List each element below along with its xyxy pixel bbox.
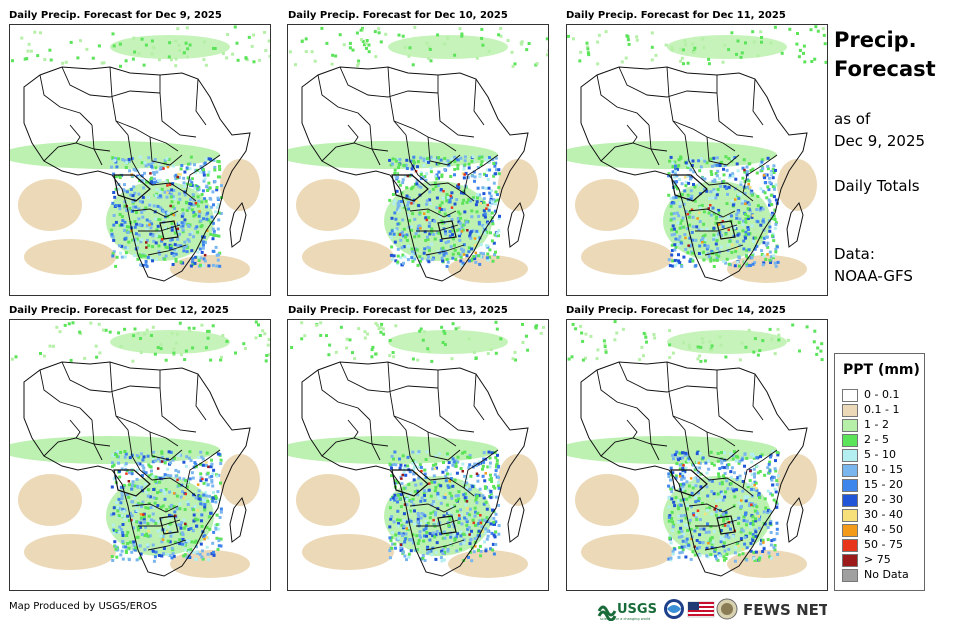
state-dept-seal-icon bbox=[717, 599, 737, 619]
legend-label: 1 - 2 bbox=[864, 418, 889, 431]
usgs-wordmark: USGS bbox=[617, 602, 657, 617]
logo-strip: USGS science for a changing world FEWS N… bbox=[597, 597, 827, 621]
map-panel-dec-9 bbox=[9, 24, 271, 296]
legend-swatch bbox=[842, 434, 858, 447]
legend-label: 20 - 30 bbox=[864, 493, 903, 506]
africa-precip-map bbox=[288, 320, 548, 590]
data-source-value: NOAA-GFS bbox=[834, 265, 913, 287]
legend-label: 5 - 10 bbox=[864, 448, 896, 461]
panel-title-dec-13: Daily Precip. Forecast for Dec 13, 2025 bbox=[288, 305, 508, 316]
daily-totals-label: Daily Totals bbox=[834, 175, 920, 197]
us-flag-icon bbox=[688, 602, 714, 617]
africa-precip-map bbox=[10, 320, 270, 590]
panel-title-dec-9: Daily Precip. Forecast for Dec 9, 2025 bbox=[9, 10, 222, 21]
as-of-label: as of bbox=[834, 108, 925, 130]
legend-swatch bbox=[842, 554, 858, 567]
map-panel-dec-12 bbox=[9, 319, 271, 591]
precip-legend: PPT (mm) 0 - 0.1 0.1 - 1 1 - 2 2 - 5 5 - 10 1… bbox=[834, 353, 925, 591]
as-of-date: as of Dec 9, 2025 bbox=[834, 108, 925, 152]
data-source-label: Data: bbox=[834, 243, 913, 265]
legend-label: > 75 bbox=[864, 553, 891, 566]
usgs-logo: USGS science for a changing world bbox=[599, 602, 657, 621]
legend-label: 10 - 15 bbox=[864, 463, 903, 476]
legend-swatch bbox=[842, 494, 858, 507]
legend-label: 0 - 0.1 bbox=[864, 388, 899, 401]
panel-title-dec-14: Daily Precip. Forecast for Dec 14, 2025 bbox=[566, 305, 786, 316]
map-panel-dec-14 bbox=[566, 319, 828, 591]
legend-label: 50 - 75 bbox=[864, 538, 903, 551]
panel-title-dec-12: Daily Precip. Forecast for Dec 12, 2025 bbox=[9, 305, 229, 316]
noaa-logo bbox=[664, 599, 684, 619]
africa-precip-map bbox=[288, 25, 548, 295]
legend-swatch bbox=[842, 509, 858, 522]
legend-label: 0.1 - 1 bbox=[864, 403, 899, 416]
legend-swatch bbox=[842, 404, 858, 417]
data-source: Data: NOAA-GFS bbox=[834, 243, 913, 287]
map-panel-dec-11 bbox=[566, 24, 828, 296]
legend-swatch bbox=[842, 389, 858, 402]
forecast-title-line1: Precip. bbox=[834, 26, 936, 55]
legend-swatch bbox=[842, 419, 858, 432]
forecast-title: Precip. Forecast bbox=[834, 26, 936, 84]
map-credit: Map Produced by USGS/EROS bbox=[9, 601, 157, 612]
panel-title-dec-10: Daily Precip. Forecast for Dec 10, 2025 bbox=[288, 10, 508, 21]
legend-title: PPT (mm) bbox=[843, 362, 920, 378]
forecast-title-line2: Forecast bbox=[834, 55, 936, 84]
africa-precip-map bbox=[10, 25, 270, 295]
legend-swatch bbox=[842, 464, 858, 477]
africa-precip-map bbox=[567, 320, 827, 590]
legend-swatch bbox=[842, 539, 858, 552]
legend-label: 30 - 40 bbox=[864, 508, 903, 521]
fews-net-wordmark: FEWS NET bbox=[743, 601, 827, 619]
legend-label: No Data bbox=[864, 568, 909, 581]
map-panel-dec-13 bbox=[287, 319, 549, 591]
legend-label: 15 - 20 bbox=[864, 478, 903, 491]
africa-precip-map bbox=[567, 25, 827, 295]
panel-title-dec-11: Daily Precip. Forecast for Dec 11, 2025 bbox=[566, 10, 786, 21]
legend-label: 40 - 50 bbox=[864, 523, 903, 536]
legend-label: 2 - 5 bbox=[864, 433, 889, 446]
legend-swatch bbox=[842, 524, 858, 537]
usgs-tagline: science for a changing world bbox=[600, 617, 650, 621]
legend-swatch bbox=[842, 569, 858, 582]
map-panel-dec-10 bbox=[287, 24, 549, 296]
legend-swatch bbox=[842, 479, 858, 492]
as-of-value: Dec 9, 2025 bbox=[834, 130, 925, 152]
legend-swatch bbox=[842, 449, 858, 462]
